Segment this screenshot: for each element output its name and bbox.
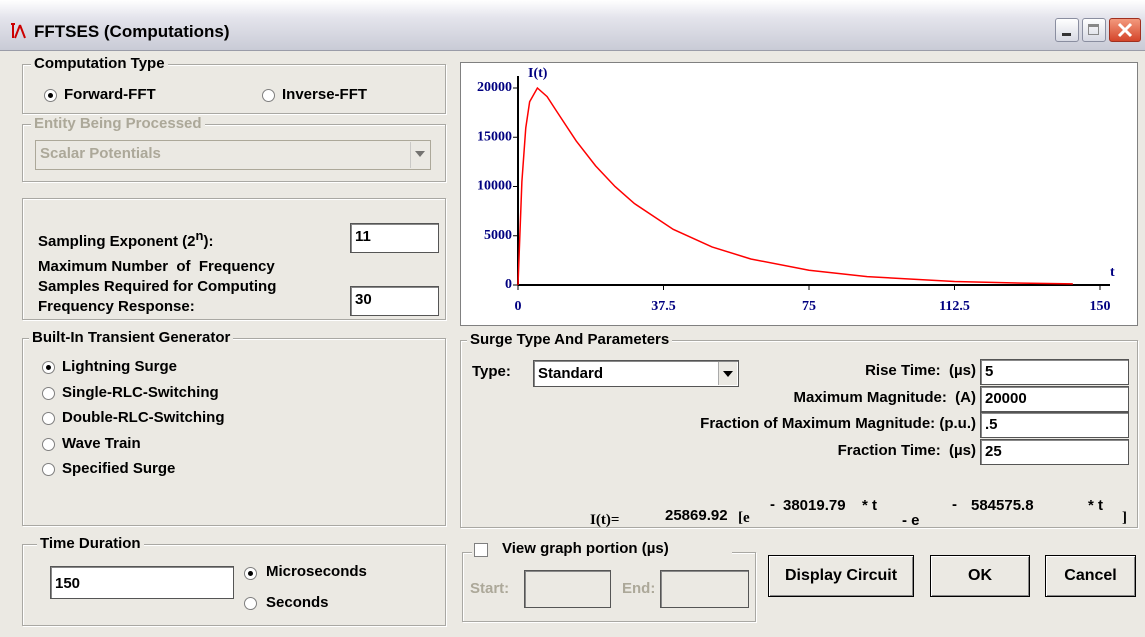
param-label: Fraction of Maximum Magnitude: (p.u.): [700, 415, 976, 432]
entity-combo: Scalar Potentials: [35, 140, 431, 170]
superscript: n: [195, 228, 204, 243]
y-tick-label: 5000: [484, 228, 512, 243]
y-axis-label: I(t): [528, 66, 548, 81]
type-combo[interactable]: Standard: [533, 360, 739, 387]
surge-group: Surge Type And Parameters: [460, 331, 1138, 528]
group-title: Surge Type And Parameters: [467, 331, 673, 348]
radio-label[interactable]: Single-RLC-Switching: [62, 383, 219, 401]
param-input[interactable]: 25: [980, 438, 1129, 465]
radio-label[interactable]: Wave Train: [62, 434, 141, 452]
param-input[interactable]: 5: [980, 359, 1129, 385]
param-label: Fraction Time: (µs): [837, 441, 976, 459]
x-tick-label: 75: [802, 299, 816, 314]
label: End:: [622, 580, 656, 597]
label-text: ):: [203, 233, 214, 250]
title-bar: FFTSES (Computations): [0, 0, 1145, 51]
group-title: Computation Type: [31, 55, 168, 72]
radio[interactable]: [42, 437, 55, 451]
exponent-input[interactable]: 11: [350, 223, 439, 253]
label: Sampling Exponent (2n):: [38, 228, 213, 250]
display-circuit-button[interactable]: Display Circuit: [768, 555, 914, 597]
group-title: Built-In Transient Generator: [29, 329, 234, 346]
start-input: [524, 570, 611, 608]
formula-text: - e: [902, 512, 920, 529]
combo-value: Scalar Potentials: [40, 145, 161, 162]
window-title: FFTSES (Computations): [34, 22, 230, 41]
close-button[interactable]: [1109, 18, 1141, 42]
radio-label[interactable]: Double-RLC-Switching: [62, 409, 225, 426]
y-tick-label: 10000: [477, 179, 512, 194]
formula-text: * t: [862, 497, 877, 514]
radio-label[interactable]: Forward-FFT: [64, 86, 156, 103]
computation-type-group: Computation Type: [22, 55, 446, 114]
radio-label[interactable]: Lightning Surge: [62, 358, 177, 375]
cancel-button[interactable]: Cancel: [1045, 555, 1136, 597]
duration-input[interactable]: 150: [50, 566, 234, 599]
radio[interactable]: [42, 463, 55, 476]
x-tick-label: 37.5: [651, 299, 676, 314]
ok-button[interactable]: OK: [930, 555, 1030, 597]
label-line: Maximum Number of Frequency: [38, 258, 275, 275]
formula-value: 584575.8: [971, 497, 1034, 514]
formula-text: [e: [738, 510, 750, 526]
generator-group: Built-In Transient Generator: [22, 329, 446, 526]
app-icon: [11, 23, 26, 39]
y-tick-label: 15000: [477, 129, 512, 144]
radio[interactable]: [244, 597, 257, 610]
curve: [517, 86, 1073, 286]
checkbox-label[interactable]: View graph portion (µs): [502, 540, 669, 557]
label-line: Frequency Response:: [38, 298, 195, 315]
radio-label[interactable]: Seconds: [266, 594, 329, 611]
radio[interactable]: [244, 567, 257, 580]
label: Start:: [470, 580, 510, 597]
param-label: Rise Time: (µs): [865, 362, 976, 379]
label: Maximum Number of Frequency Samples Requi…: [38, 257, 276, 317]
x-tick-label: 150: [1090, 299, 1111, 314]
view-legend: [472, 541, 732, 561]
label-line: Samples Required for Computing: [38, 278, 277, 295]
radio-label[interactable]: Specified Surge: [62, 460, 176, 477]
radio[interactable]: [262, 89, 275, 102]
y-tick-label: 20000: [477, 80, 512, 95]
param-input[interactable]: 20000: [980, 385, 1129, 412]
time-duration-group: Time Duration: [22, 535, 446, 626]
graph-panel: 0 5000 10000 15000 20000 0 37.5 75 112.5 150 I(t) t: [460, 62, 1138, 326]
group-title: Entity Being Processed: [31, 115, 205, 132]
formula-value: 25869.92: [645, 500, 735, 526]
minimize-button[interactable]: [1055, 18, 1079, 42]
graph-background: [460, 62, 1138, 326]
end-input: [660, 570, 749, 608]
max-samples-input[interactable]: 30: [350, 286, 439, 316]
maximize-button[interactable]: [1082, 18, 1106, 42]
group-title: Time Duration: [37, 535, 144, 552]
x-axis-label: t: [1110, 265, 1115, 280]
formula-text: -: [952, 496, 957, 513]
radio-label[interactable]: Microseconds: [266, 563, 367, 580]
label-text: Sampling Exponent (2: [38, 233, 196, 250]
y-tick-label: 0: [505, 277, 512, 292]
formula-text: -: [770, 496, 775, 513]
radio[interactable]: [42, 412, 55, 425]
label: Type:: [472, 363, 511, 380]
param-label: Maximum Magnitude: (A): [793, 388, 977, 406]
formula-text: * t: [1088, 497, 1103, 514]
radio[interactable]: [42, 361, 55, 374]
combo-value: Standard: [538, 365, 604, 382]
x-tick-label: 0: [515, 299, 522, 314]
sampling-group: [22, 198, 446, 320]
radio[interactable]: [42, 386, 55, 400]
x-tick-label: 112.5: [939, 299, 970, 314]
checkbox[interactable]: [474, 543, 488, 557]
formula-value: 38019.79: [783, 497, 846, 514]
entity-group: Entity Being Processed: [22, 115, 446, 182]
param-input[interactable]: .5: [980, 412, 1129, 438]
radio-label[interactable]: Inverse-FFT: [282, 86, 368, 103]
radio[interactable]: [44, 89, 57, 102]
formula-text: ]: [1122, 510, 1127, 526]
formula-label: I(t)=: [590, 512, 620, 528]
